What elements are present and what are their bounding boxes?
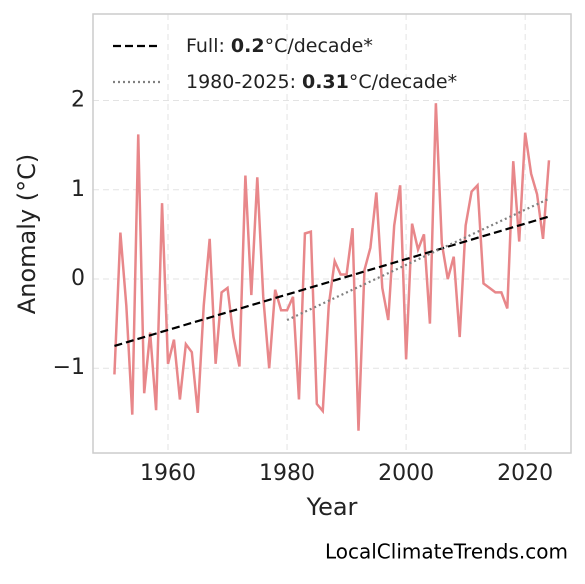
legend-rate: 0.2 xyxy=(231,35,265,57)
x-axis-label: Year xyxy=(306,493,358,521)
legend-name: 1980-2025: xyxy=(186,71,296,93)
legend-label: 1980-2025: 0.31°C/decade* xyxy=(186,71,457,93)
trend-line xyxy=(286,197,550,322)
legend-unit: °C/decade* xyxy=(265,35,373,57)
legend-label: Full: 0.2°C/decade* xyxy=(186,35,373,57)
legend-unit: °C/decade* xyxy=(349,71,457,93)
x-tick-label: 1960 xyxy=(140,461,196,486)
y-tick-label: 1 xyxy=(71,177,85,202)
trend-line xyxy=(114,215,550,347)
legend-name: Full: xyxy=(186,35,225,57)
y-axis-label: Anomaly (°C) xyxy=(13,154,41,314)
source: LocalClimateTrends.com xyxy=(325,540,568,564)
y-tick-label: −1 xyxy=(53,355,85,380)
legend-rate: 0.31 xyxy=(302,71,349,93)
y-tick-label: 2 xyxy=(71,88,85,113)
plot-frame xyxy=(92,13,572,454)
data-line xyxy=(113,103,551,431)
y-tick-label: 0 xyxy=(71,266,85,291)
x-tick-label: 2000 xyxy=(378,461,434,486)
x-tick-label: 1980 xyxy=(259,461,315,486)
x-tick-label: 2020 xyxy=(497,461,553,486)
